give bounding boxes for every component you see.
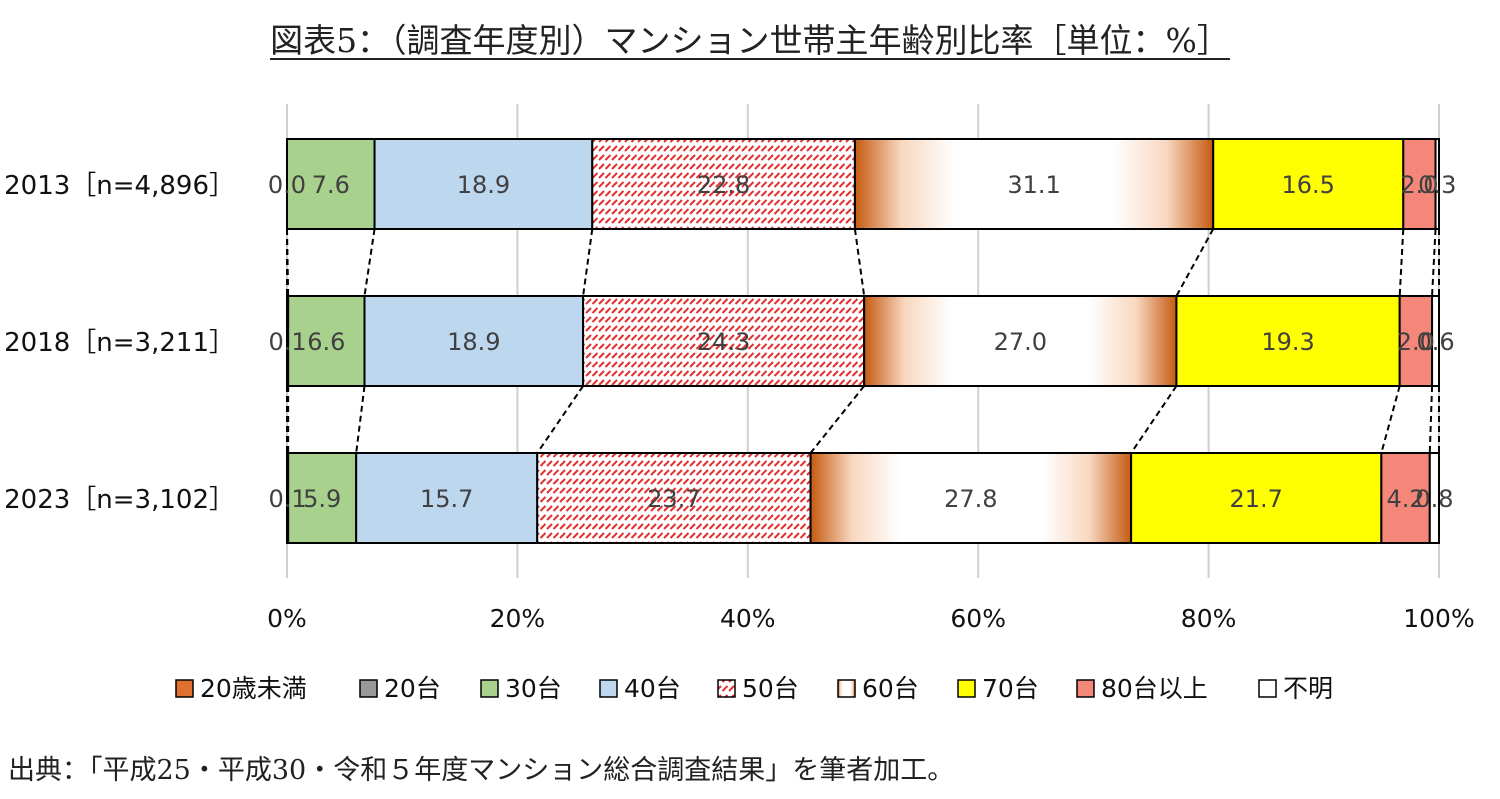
data-labels: 0.0 7.6 18.9 22.8 31.1 16.5 2.00.30.1 6.6 18.9 24… xyxy=(268,171,1456,513)
legend-label-age80plus: 80台以上 xyxy=(1101,674,1208,703)
series-line xyxy=(809,385,865,454)
series-line xyxy=(1130,385,1178,454)
bar-segments xyxy=(286,138,1441,544)
series-line xyxy=(582,228,594,297)
series-line xyxy=(536,385,584,454)
legend-swatch-age30s xyxy=(480,679,499,698)
data-label: 31.1 xyxy=(1007,171,1060,199)
data-label: 19.3 xyxy=(1261,328,1314,356)
data-label: 4.2 xyxy=(1386,485,1424,513)
x-tick-label: 100% xyxy=(1403,604,1474,633)
data-label: 5.9 xyxy=(303,485,341,513)
legend-label-age20s: 20台 xyxy=(384,674,441,703)
chart-title: 図表5：（調査年度別）マンション世帯主年齢別比率［単位：%］ xyxy=(270,21,1230,60)
legend-label-age50s: 50台 xyxy=(742,674,799,703)
bar-segment-age40s xyxy=(373,138,594,230)
data-label: 0.8 xyxy=(1415,485,1453,513)
stacked-bar-chart: 0.0 7.6 18.9 22.8 31.1 16.5 2.00.30.1 6.6 18.9 24… xyxy=(4,104,1475,703)
data-label: 15.7 xyxy=(420,485,473,513)
x-tick-label: 40% xyxy=(720,604,776,633)
bar-segment-age80plus xyxy=(1380,452,1431,544)
legend-swatch-age40s xyxy=(599,679,618,698)
legend: 20歳未満 20台 30台 40台 50台 60台 70台 80台以上 不明 xyxy=(175,674,1333,703)
legend-label-unknown: 不明 xyxy=(1283,674,1333,703)
series-line xyxy=(363,228,376,297)
legend-swatch-unknown xyxy=(1258,679,1277,698)
legend-label-age40s: 40台 xyxy=(624,674,681,703)
bar-segment-age70s xyxy=(1212,138,1405,230)
data-label: 2.0 xyxy=(1397,328,1435,356)
series-line xyxy=(1175,228,1215,297)
x-axis-ticks: 0% 20% 40% 60% 80% 100% xyxy=(267,604,1475,633)
legend-swatch-age50s xyxy=(717,679,736,698)
legend-swatch-age20s xyxy=(359,679,378,698)
legend-label-age60s: 60台 xyxy=(862,674,919,703)
bar-segment-age50s xyxy=(582,295,866,387)
series-line xyxy=(286,228,290,297)
series-line xyxy=(1431,228,1437,297)
data-label: 27.8 xyxy=(944,485,997,513)
bar-segment-age40s xyxy=(355,452,539,544)
category-label: 2013［n=4,896］ xyxy=(4,171,235,201)
source-note: 出典：「平成25・平成30・令和５年度マンション総合調査結果」を筆者加工。 xyxy=(8,755,955,786)
series-line xyxy=(355,385,366,454)
legend-swatch-age60s xyxy=(837,679,856,698)
legend-label-age70s: 70台 xyxy=(982,674,1039,703)
data-label: 2.0 xyxy=(1400,171,1438,199)
bar-segment-age60s xyxy=(809,452,1133,544)
data-label: 6.6 xyxy=(307,328,345,356)
bar-segment-age40s xyxy=(363,295,585,387)
data-label: 0.0 xyxy=(268,171,306,199)
data-label: 21.7 xyxy=(1230,485,1283,513)
data-label: 0.3 xyxy=(1418,171,1456,199)
legend-label-under20: 20歳未満 xyxy=(200,674,307,703)
data-label: 18.9 xyxy=(447,328,500,356)
legend-swatch-under20 xyxy=(175,679,194,698)
bar-segment-age50s xyxy=(536,452,812,544)
data-label: 16.5 xyxy=(1282,171,1335,199)
data-label: 22.8 xyxy=(697,171,750,199)
bar-segment-age30s xyxy=(287,295,366,387)
bar-segment-unknown xyxy=(1428,452,1441,544)
data-label: 0.6 xyxy=(1416,328,1454,356)
bar-segment-age30s xyxy=(287,452,358,544)
x-tick-label: 60% xyxy=(950,604,1006,633)
bar-segment-unknown xyxy=(1431,295,1440,387)
data-label: 0.1 xyxy=(268,328,306,356)
series-line xyxy=(1428,385,1434,454)
bar-segment-age70s xyxy=(1130,452,1383,544)
legend-swatch-age70s xyxy=(957,679,976,698)
legend-swatch-age80plus xyxy=(1076,679,1095,698)
data-label: 0.1 xyxy=(268,485,306,513)
category-label: 2018［n=3,211］ xyxy=(4,328,235,358)
x-tick-label: 20% xyxy=(490,604,546,633)
legend-label-age30s: 30台 xyxy=(505,674,562,703)
bar-segment-unknown xyxy=(1434,138,1440,230)
data-label: 23.7 xyxy=(647,485,700,513)
series-lines xyxy=(286,228,1440,454)
bar-segment-age30s xyxy=(286,138,376,230)
data-label: 7.6 xyxy=(312,171,350,199)
data-label: 27.0 xyxy=(994,328,1047,356)
category-labels: 2013［n=4,896］ 2018［n=3,211］ 2023［n=3,102］ xyxy=(4,171,235,515)
series-line xyxy=(1380,385,1401,454)
x-tick-label: 80% xyxy=(1181,604,1237,633)
bar-segment-age80plus xyxy=(1398,295,1434,387)
x-tick-label: 0% xyxy=(267,604,307,633)
series-line xyxy=(1398,228,1405,297)
category-label: 2023［n=3,102］ xyxy=(4,485,235,515)
data-label: 18.9 xyxy=(457,171,510,199)
data-label: 24.3 xyxy=(697,328,750,356)
series-line xyxy=(853,228,866,297)
